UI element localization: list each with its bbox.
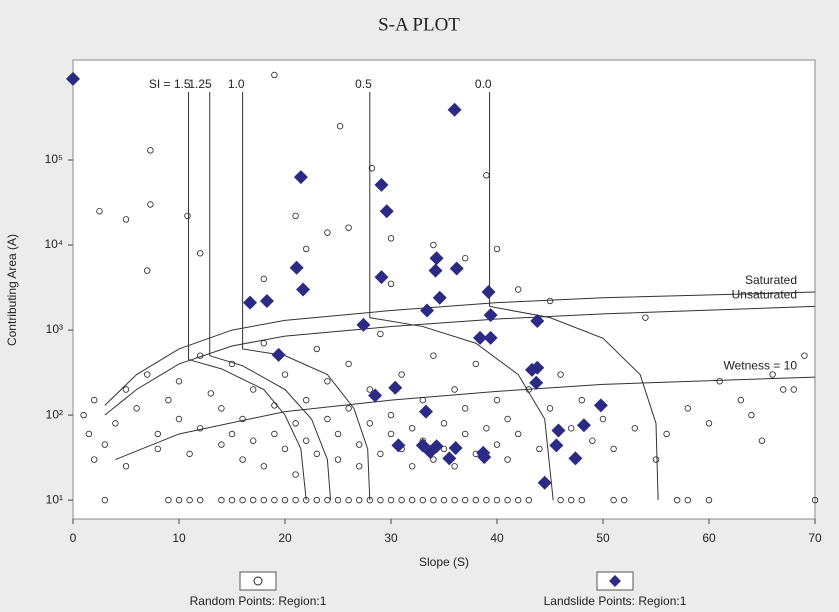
x-tick-label: 40 xyxy=(490,531,504,545)
legend-label: Landslide Points: Region:1 xyxy=(544,594,687,608)
curve-label: Saturated xyxy=(745,273,797,287)
si-label: SI = 1.5 xyxy=(149,77,191,91)
x-tick-label: 20 xyxy=(278,531,292,545)
x-tick-label: 30 xyxy=(384,531,398,545)
x-tick-label: 10 xyxy=(172,531,186,545)
curve-label: Wetness = 10 xyxy=(724,358,798,372)
si-label: 0.5 xyxy=(355,77,372,91)
y-tick-label: 10¹ xyxy=(46,492,63,506)
si-label: 1.0 xyxy=(228,77,245,91)
si-label: 1.25 xyxy=(188,77,212,91)
x-tick-label: 0 xyxy=(70,531,77,545)
legend-box xyxy=(240,572,276,590)
chart-title: S-A PLOT xyxy=(378,14,460,35)
page: S-A PLOT Slope (S) Contributing Area (A)… xyxy=(0,0,839,612)
si-label: 0.0 xyxy=(475,77,492,91)
chart: S-A PLOT Slope (S) Contributing Area (A)… xyxy=(0,0,839,612)
x-tick-label: 60 xyxy=(702,531,716,545)
legend-label: Random Points: Region:1 xyxy=(190,594,327,608)
x-axis-label: Slope (S) xyxy=(419,555,469,569)
y-tick-label: 10³ xyxy=(46,322,63,336)
plot-area xyxy=(73,60,815,519)
y-axis-label: Contributing Area (A) xyxy=(5,234,19,346)
x-tick-label: 70 xyxy=(808,531,822,545)
y-tick-label: 10⁴ xyxy=(44,237,63,251)
y-tick-label: 10² xyxy=(46,407,63,421)
x-tick-label: 50 xyxy=(596,531,610,545)
curve-label: Unsaturated xyxy=(732,288,797,302)
y-tick-label: 10⁵ xyxy=(45,152,63,166)
